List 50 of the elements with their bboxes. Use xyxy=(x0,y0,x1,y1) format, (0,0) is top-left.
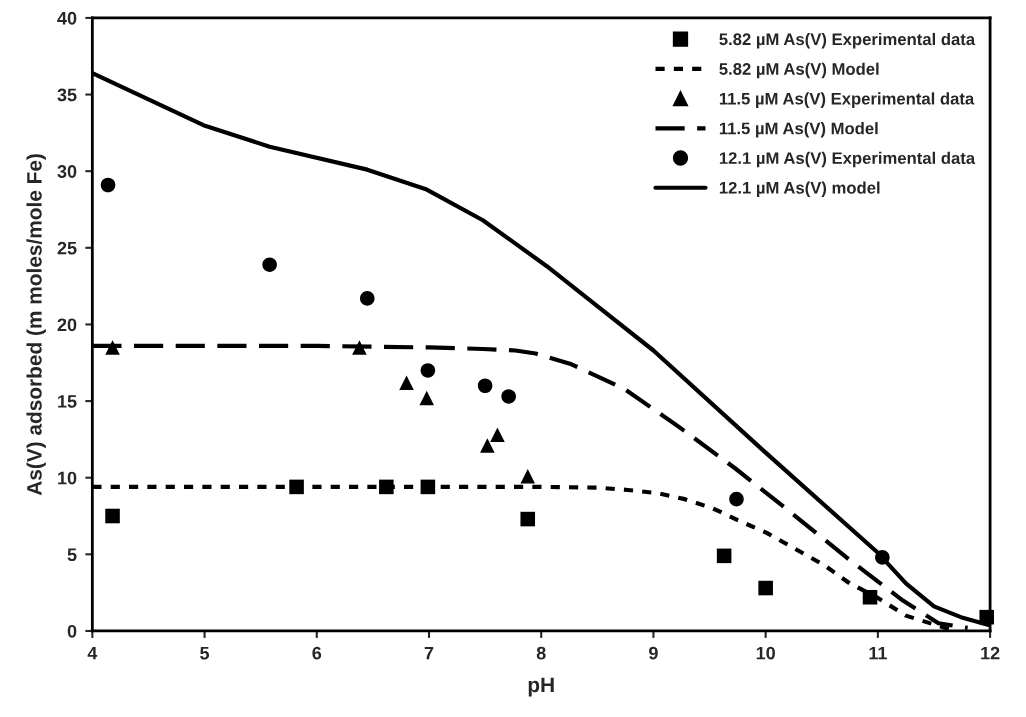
point xyxy=(862,589,878,605)
x-axis-title: pH xyxy=(528,677,554,697)
x-tick-label: 7 xyxy=(424,646,434,660)
y-tick-label: 30 xyxy=(57,165,77,178)
point xyxy=(480,438,495,453)
x-tick-label: 8 xyxy=(536,646,546,660)
y-tick-label: 10 xyxy=(58,471,77,485)
point xyxy=(501,389,516,404)
point xyxy=(477,378,493,394)
point xyxy=(758,580,773,596)
x-tick-label: 10 xyxy=(756,646,775,660)
point xyxy=(399,375,414,390)
point xyxy=(716,548,732,564)
point xyxy=(520,511,536,527)
legend-label: 12.1 µM As(V) Experimental data xyxy=(719,151,976,168)
point xyxy=(105,508,120,524)
legend-label: 11.5 µM As(V) Model xyxy=(719,122,878,138)
y-tick-label: 0 xyxy=(67,624,77,638)
x-tick-label: 12 xyxy=(981,646,1000,660)
point xyxy=(420,479,436,495)
point xyxy=(490,427,505,443)
legend-label: 12.1 µM As(V) model xyxy=(719,181,880,198)
point xyxy=(420,363,436,378)
point xyxy=(729,491,744,507)
y-tick-label: 35 xyxy=(57,88,77,102)
y-tick-label: 15 xyxy=(58,395,77,408)
x-tick-label: 9 xyxy=(649,646,658,660)
x-tick-label: 11 xyxy=(869,646,887,660)
point xyxy=(875,550,890,565)
point xyxy=(100,177,116,193)
y-tick-label: 20 xyxy=(57,318,77,332)
point xyxy=(379,479,394,495)
y-axis-title: As(V) adsorbed (m moles/mole Fe) xyxy=(26,154,46,496)
x-tick-label: 6 xyxy=(312,646,322,660)
y-tick-label: 5 xyxy=(67,548,77,562)
point xyxy=(979,609,995,625)
y-tick-label: 25 xyxy=(57,241,77,255)
legend-label: 5.82 µM As(V) Model xyxy=(719,62,879,79)
point xyxy=(105,340,120,355)
legend-label: 5.82 µM As(V) Experimental data xyxy=(719,32,976,49)
point xyxy=(419,390,435,406)
point xyxy=(520,468,536,484)
legend-label: 11.5 µM As(V) Experimental data xyxy=(719,92,975,108)
y-tick-label: 40 xyxy=(57,11,77,25)
point xyxy=(352,340,367,355)
point xyxy=(359,291,375,306)
point xyxy=(289,479,304,495)
point xyxy=(262,257,277,272)
x-tick-label: 4 xyxy=(87,646,98,660)
x-tick-label: 5 xyxy=(200,646,210,660)
